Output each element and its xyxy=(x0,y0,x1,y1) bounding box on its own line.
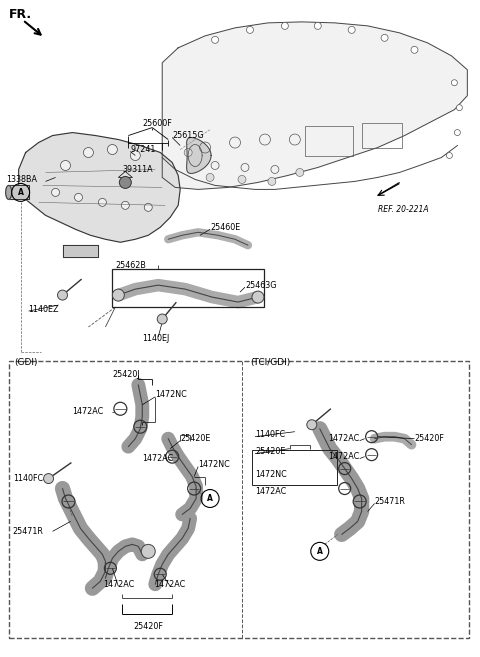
Circle shape xyxy=(60,160,71,170)
Text: 1472NC: 1472NC xyxy=(155,390,187,399)
Text: 1472AC: 1472AC xyxy=(155,579,186,589)
Text: 1472AC: 1472AC xyxy=(255,487,286,496)
Polygon shape xyxy=(9,185,29,199)
Text: 25420E: 25420E xyxy=(180,434,211,443)
Text: 1140FC: 1140FC xyxy=(12,474,43,483)
Text: A: A xyxy=(207,494,213,503)
Bar xyxy=(252,449,336,485)
Polygon shape xyxy=(62,245,98,257)
Text: 25460E: 25460E xyxy=(210,223,240,232)
Circle shape xyxy=(455,129,460,135)
Text: (GDI): (GDI) xyxy=(15,358,38,367)
Circle shape xyxy=(212,36,218,43)
Ellipse shape xyxy=(6,185,12,199)
Circle shape xyxy=(121,201,129,210)
Text: 1472AC: 1472AC xyxy=(103,579,134,589)
Circle shape xyxy=(130,150,140,160)
Circle shape xyxy=(120,177,132,189)
Circle shape xyxy=(51,189,60,196)
Polygon shape xyxy=(187,137,211,173)
Circle shape xyxy=(281,22,288,30)
Text: 1472NC: 1472NC xyxy=(198,460,230,469)
Text: 97241: 97241 xyxy=(130,145,156,154)
Bar xyxy=(9,361,469,638)
Bar xyxy=(112,269,264,307)
Circle shape xyxy=(58,290,68,300)
Text: 25471R: 25471R xyxy=(12,527,44,536)
Circle shape xyxy=(446,152,452,158)
Circle shape xyxy=(144,204,152,212)
Polygon shape xyxy=(19,133,180,242)
Text: 1140EJ: 1140EJ xyxy=(142,334,169,344)
Text: 1472AC: 1472AC xyxy=(328,434,360,443)
Text: 25420F: 25420F xyxy=(415,434,444,443)
Text: 25600F: 25600F xyxy=(142,119,172,128)
Text: 25463G: 25463G xyxy=(245,281,276,290)
Circle shape xyxy=(451,79,457,85)
Circle shape xyxy=(84,148,94,158)
Text: 25462B: 25462B xyxy=(115,261,146,269)
Bar xyxy=(305,125,353,156)
Circle shape xyxy=(141,545,155,558)
Text: FR.: FR. xyxy=(9,8,32,21)
Circle shape xyxy=(112,289,124,301)
Text: 1338BA: 1338BA xyxy=(6,175,36,184)
Circle shape xyxy=(238,175,246,183)
Text: 25471R: 25471R xyxy=(374,497,406,506)
Text: REF. 20-221A: REF. 20-221A xyxy=(378,206,428,214)
Circle shape xyxy=(74,193,83,201)
Text: 25420F: 25420F xyxy=(133,622,163,631)
Circle shape xyxy=(206,173,214,181)
Text: 1472AC: 1472AC xyxy=(328,452,360,461)
Text: 1472AC: 1472AC xyxy=(72,407,104,417)
Text: 1472AC: 1472AC xyxy=(142,454,174,463)
Circle shape xyxy=(252,291,264,303)
Text: 25615G: 25615G xyxy=(172,131,204,140)
Circle shape xyxy=(307,420,317,430)
Circle shape xyxy=(268,177,276,185)
Circle shape xyxy=(247,26,253,34)
Circle shape xyxy=(456,104,462,110)
Text: 25420E: 25420E xyxy=(255,447,285,456)
Text: (TCI/GDI): (TCI/GDI) xyxy=(250,358,290,367)
Circle shape xyxy=(108,145,117,154)
Text: 1140EZ: 1140EZ xyxy=(29,305,59,313)
Text: A: A xyxy=(317,547,323,556)
Circle shape xyxy=(44,474,54,484)
Circle shape xyxy=(348,26,355,34)
Circle shape xyxy=(381,34,388,41)
Text: 1140FC: 1140FC xyxy=(255,430,285,439)
Text: 39311A: 39311A xyxy=(122,165,153,174)
Text: A: A xyxy=(18,188,24,197)
Circle shape xyxy=(296,168,304,177)
Circle shape xyxy=(411,47,418,53)
Text: 25420J: 25420J xyxy=(112,371,140,379)
Bar xyxy=(361,123,402,148)
Circle shape xyxy=(157,314,167,324)
Circle shape xyxy=(184,148,192,156)
Polygon shape xyxy=(162,22,468,189)
Circle shape xyxy=(314,22,321,30)
Circle shape xyxy=(98,198,107,206)
Text: 1472NC: 1472NC xyxy=(255,470,287,479)
